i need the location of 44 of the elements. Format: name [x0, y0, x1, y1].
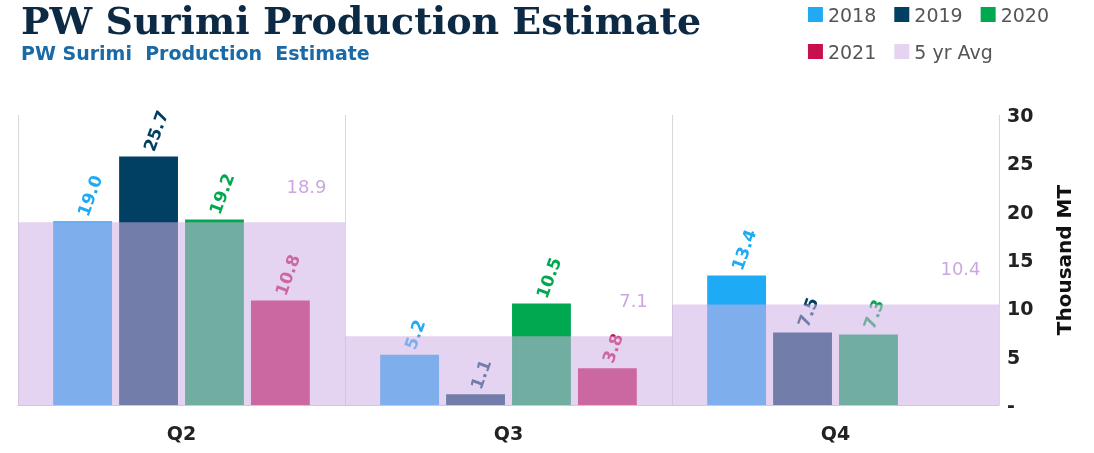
data-label: 18.9 [286, 175, 327, 197]
bar [185, 219, 244, 405]
y-tick-label: 30 [1007, 104, 1034, 126]
bar [119, 156, 178, 405]
data-label: 13.4 [727, 226, 761, 273]
legend-label: 2018 [827, 3, 877, 26]
bar [839, 334, 898, 405]
data-label: 1.1 [466, 356, 496, 392]
bar [380, 354, 440, 405]
data-label: 19.0 [73, 172, 107, 219]
legend-label: 2020 [1000, 3, 1050, 26]
data-label: 10.4 [940, 257, 981, 279]
y-axis-title: Thousand MT [1052, 184, 1076, 336]
data-label: 25.7 [139, 107, 173, 154]
data-label: 5.2 [400, 317, 430, 353]
data-label: 7.1 [619, 289, 648, 311]
x-tick-label: Q4 [820, 421, 851, 444]
x-tick-label: Q3 [493, 421, 524, 444]
legend-label: 2021 [827, 40, 877, 63]
data-label: 3.8 [597, 330, 628, 366]
bar [577, 368, 637, 405]
legend-label: 2019 [914, 3, 963, 26]
bar [773, 332, 832, 405]
y-tick-label: 20 [1007, 200, 1034, 223]
bar [512, 303, 571, 405]
data-label: 19.2 [205, 170, 239, 217]
y-tick-label: - [1007, 394, 1015, 416]
bar [53, 221, 113, 405]
y-tick-label: 15 [1007, 249, 1034, 271]
y-tick-label: 5 [1007, 345, 1021, 368]
x-tick-label: Q2 [166, 421, 197, 444]
chart-title: PW Surimi Production Estimate [21, 0, 702, 43]
legend-label: 5 yr Avg [914, 40, 993, 63]
data-label: 10.5 [532, 254, 566, 301]
y-tick-label: 10 [1007, 297, 1034, 320]
bar [18, 222, 345, 405]
bar [707, 275, 767, 405]
data-label: 10.8 [270, 251, 305, 299]
data-label: 7.3 [859, 296, 889, 332]
data-label: 7.5 [793, 294, 823, 330]
y-tick-label: 25 [1007, 152, 1034, 175]
bar [250, 300, 310, 405]
chart-subtitle: PW Surimi Production Estimate [21, 41, 370, 64]
bar [446, 394, 505, 405]
